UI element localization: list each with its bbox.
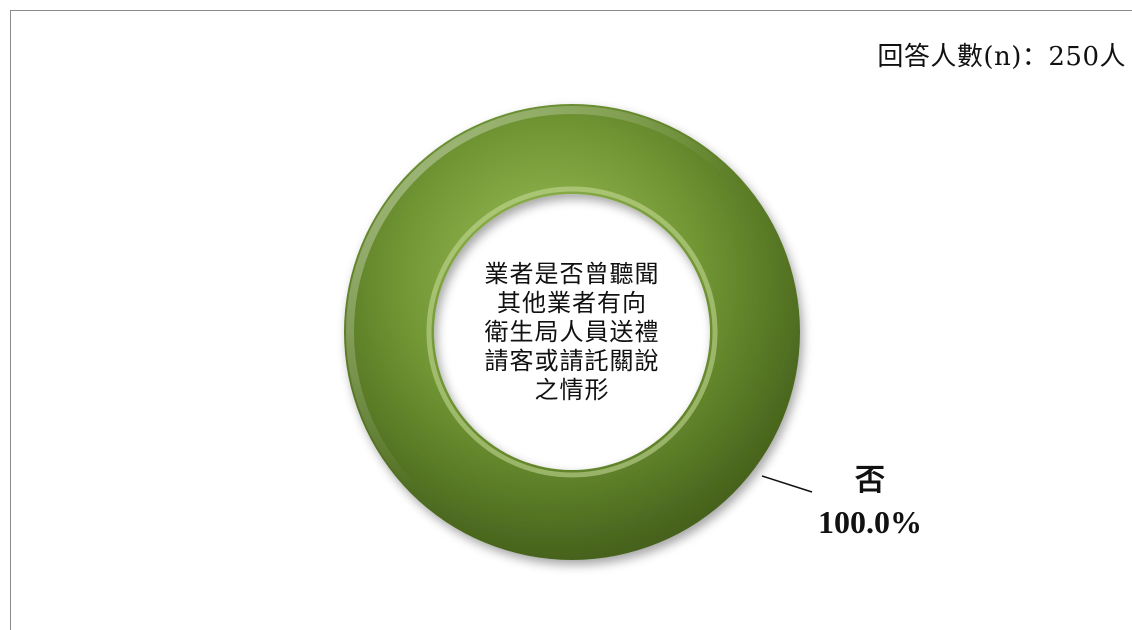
slice-label: 否 100.0% [790, 462, 950, 544]
center-line: 業者是否曾聽聞 [484, 260, 660, 288]
center-line: 之情形 [534, 376, 610, 404]
slice-leader-line [761, 475, 813, 493]
slice-value-label: 100.0% [818, 504, 922, 540]
slice-category-label: 否 [855, 463, 885, 498]
donut-slice-否 [344, 104, 800, 560]
donut-center-title: 業者是否曾聽聞 其他業者有向 衛生局人員送禮 請客或請託關說 之情形 [457, 260, 687, 405]
center-line: 請客或請託關說 [484, 347, 660, 375]
center-line: 衛生局人員送禮 [484, 318, 660, 346]
sample-size-note: 回答人數(n)：250人 [877, 42, 1126, 72]
chart-frame [10, 10, 1132, 630]
center-line: 其他業者有向 [497, 289, 647, 317]
donut-chart [344, 104, 813, 560]
ring-inner-highlight [426, 186, 718, 478]
ring-outer-highlight [346, 106, 798, 558]
